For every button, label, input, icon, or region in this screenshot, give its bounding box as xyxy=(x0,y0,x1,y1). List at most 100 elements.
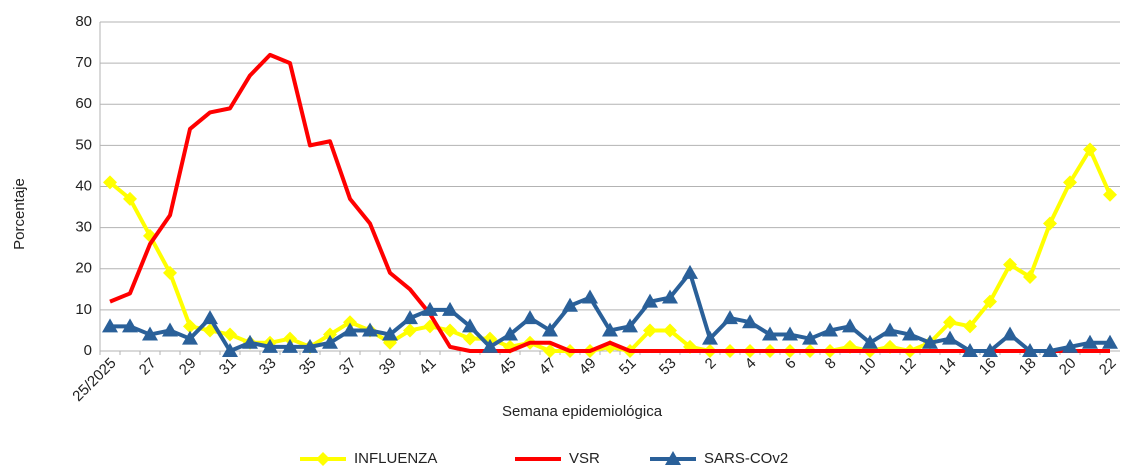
point xyxy=(482,338,498,353)
point xyxy=(522,310,538,325)
x-tick-label: 53 xyxy=(656,355,680,379)
point xyxy=(1002,326,1018,341)
point xyxy=(183,319,197,334)
point xyxy=(262,338,278,353)
x-tick-label: 27 xyxy=(136,355,160,379)
x-tick-label: 45 xyxy=(496,355,520,379)
x-tick-label: 33 xyxy=(256,355,280,379)
x-tick-label: 39 xyxy=(376,355,400,379)
point xyxy=(722,310,738,325)
point xyxy=(122,318,138,333)
point xyxy=(463,331,477,346)
point xyxy=(762,326,778,341)
point xyxy=(602,322,618,337)
y-tick-label: 10 xyxy=(75,301,92,318)
legend-marker xyxy=(316,452,330,466)
x-tick-label: 14 xyxy=(936,355,960,379)
point xyxy=(402,310,418,325)
x-tick-label: 41 xyxy=(416,355,440,379)
y-tick-label: 60 xyxy=(75,95,92,112)
point xyxy=(702,330,718,345)
point xyxy=(922,334,938,349)
point xyxy=(223,327,237,342)
point xyxy=(902,326,918,341)
point xyxy=(643,323,657,338)
point xyxy=(782,326,798,341)
point xyxy=(282,338,298,353)
series-line xyxy=(109,52,1110,353)
point xyxy=(142,326,158,341)
point xyxy=(403,323,417,338)
point xyxy=(1023,269,1037,284)
point xyxy=(382,326,398,341)
point xyxy=(502,326,518,341)
point xyxy=(982,343,998,357)
point xyxy=(1082,334,1098,349)
point xyxy=(222,343,238,357)
y-axis-title: Porcentaje xyxy=(11,178,28,250)
point xyxy=(202,310,218,325)
point xyxy=(943,315,957,330)
x-tick-label: 29 xyxy=(176,355,200,379)
y-tick-label: 20 xyxy=(75,260,92,277)
point xyxy=(1103,187,1117,202)
y-tick-label: 40 xyxy=(75,177,92,194)
point xyxy=(742,314,758,329)
x-tick-label: 51 xyxy=(616,355,640,379)
point xyxy=(1003,257,1017,272)
y-tick-label: 50 xyxy=(75,136,92,153)
point xyxy=(1022,343,1038,357)
point xyxy=(942,330,958,345)
point xyxy=(342,322,358,337)
point xyxy=(663,323,677,338)
x-tick-label: 12 xyxy=(896,355,920,379)
x-tick-label: 10 xyxy=(856,355,880,379)
point xyxy=(622,318,638,333)
point xyxy=(582,289,598,304)
point xyxy=(443,323,457,338)
series-line xyxy=(108,147,1112,353)
legend-label: VSR xyxy=(569,450,600,467)
y-tick-label: 30 xyxy=(75,219,92,236)
point xyxy=(962,343,978,357)
x-tick-label: 37 xyxy=(336,355,360,379)
point xyxy=(862,334,878,349)
point xyxy=(102,318,118,333)
point xyxy=(842,318,858,333)
y-tick-label: 70 xyxy=(75,54,92,71)
point xyxy=(162,322,178,337)
point xyxy=(322,334,338,349)
y-tick-label: 0 xyxy=(84,342,92,359)
point xyxy=(1062,338,1078,353)
series-line xyxy=(110,270,1110,353)
x-tick-label: 25/2025 xyxy=(69,355,119,405)
point xyxy=(1042,343,1058,357)
point xyxy=(682,264,698,279)
legend-label: SARS-COv2 xyxy=(704,450,788,467)
point xyxy=(882,322,898,337)
x-tick-label: 20 xyxy=(1056,355,1080,379)
point xyxy=(362,322,378,337)
point xyxy=(422,301,438,316)
point xyxy=(662,289,678,304)
point xyxy=(1043,216,1057,231)
point xyxy=(302,338,318,353)
point xyxy=(462,318,478,333)
point xyxy=(1063,175,1077,190)
point xyxy=(983,294,997,309)
point xyxy=(123,191,137,206)
point xyxy=(163,265,177,280)
x-tick-label: 16 xyxy=(976,355,1000,379)
point xyxy=(1083,142,1097,157)
legend-label: INFLUENZA xyxy=(354,450,437,467)
point xyxy=(642,293,658,308)
point xyxy=(283,331,297,346)
x-tick-label: 43 xyxy=(456,355,480,379)
point xyxy=(543,344,557,358)
point xyxy=(822,322,838,337)
x-tick-label: 47 xyxy=(536,355,560,379)
point xyxy=(802,330,818,345)
x-tick-label: 18 xyxy=(1016,355,1040,379)
point xyxy=(1102,334,1118,349)
point xyxy=(343,315,357,330)
